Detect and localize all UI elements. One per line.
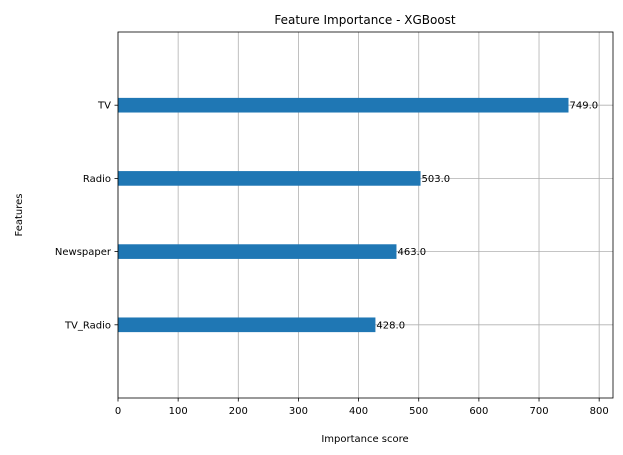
plot-area: [118, 32, 613, 398]
data-labels: 749.0 503.0 463.0 428.0: [376, 101, 598, 332]
x-tick-label: 300: [289, 406, 308, 417]
x-axis-ticks: 0 100 200 300 400 500 600 700 800: [115, 398, 609, 417]
y-tick-label: TV: [97, 101, 111, 112]
bar-tv-radio: [118, 317, 376, 333]
bar-newspaper: [118, 244, 397, 259]
x-tick-label: 600: [469, 406, 488, 417]
bars: [118, 97, 569, 333]
y-tick-label: Newspaper: [55, 247, 112, 258]
bar-tv: [118, 97, 569, 113]
data-label: 428.0: [376, 320, 405, 331]
x-tick-label: 700: [529, 406, 548, 417]
data-label: 503.0: [422, 174, 451, 185]
y-axis-label: Features: [14, 194, 25, 237]
plot-frame: [117, 31, 614, 399]
x-tick-label: 200: [229, 406, 248, 417]
x-tick-label: 0: [115, 406, 121, 417]
x-tick-label: 500: [409, 406, 428, 417]
y-tick-label: TV_Radio: [64, 320, 111, 331]
data-label: 463.0: [397, 247, 426, 258]
bar-radio: [118, 171, 421, 186]
y-tick-label: Radio: [83, 174, 111, 185]
y-axis-ticks: TV Radio Newspaper TV_Radio: [55, 101, 118, 331]
x-tick-label: 400: [349, 406, 368, 417]
x-tick-label: 100: [169, 406, 188, 417]
x-tick-label: 800: [590, 406, 609, 417]
chart-title: Feature Importance - XGBoost: [274, 13, 456, 27]
x-axis-label: Importance score: [321, 434, 408, 445]
data-label: 749.0: [569, 101, 598, 112]
